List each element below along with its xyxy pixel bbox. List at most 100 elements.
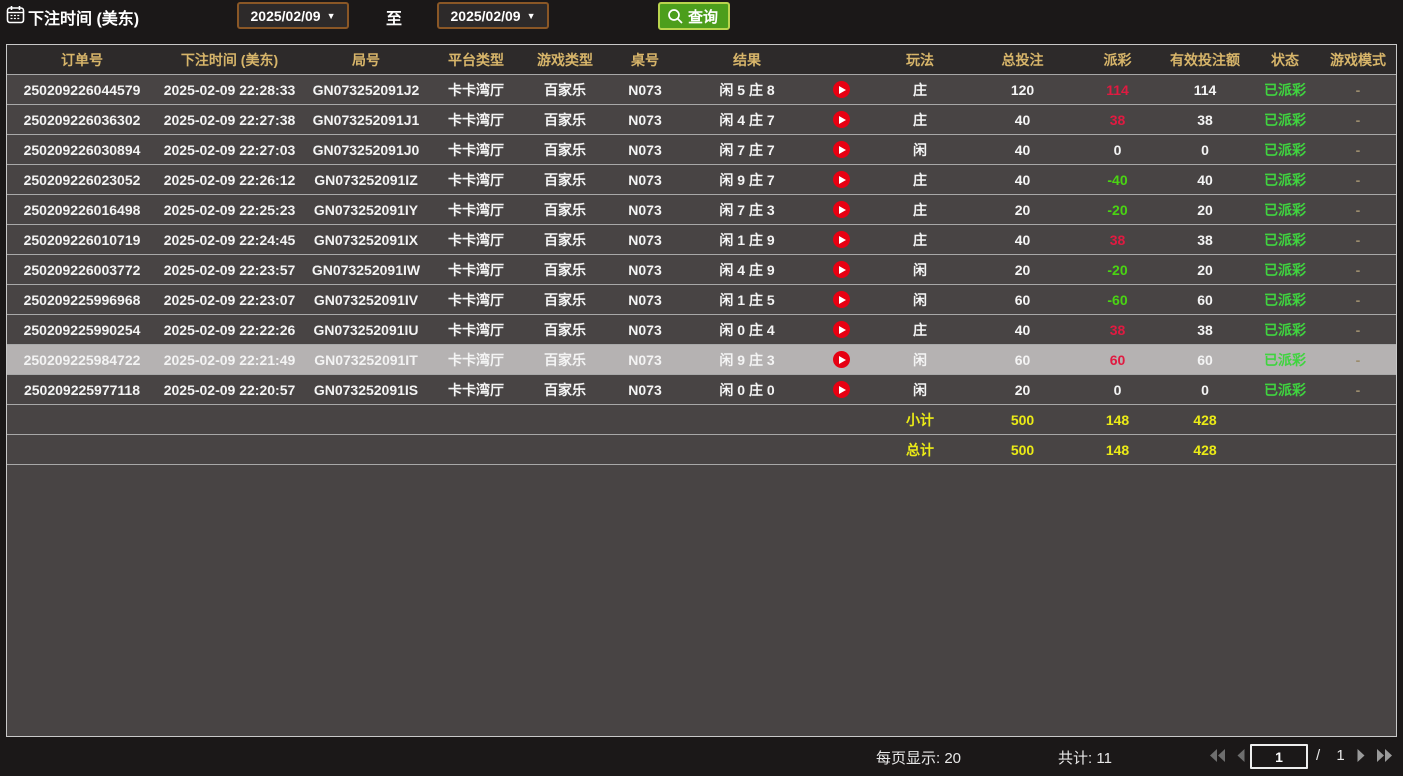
table-row[interactable]: 250209225990254 2025-02-09 22:22:26 GN07… [7,315,1396,345]
dropdown-arrow-icon: ▼ [326,10,336,21]
game-number: GN073252091IX [313,231,419,248]
payout: -20 [1107,261,1128,278]
play-icon[interactable] [832,351,850,369]
play-icon[interactable] [832,201,850,219]
valid-bet: 38 [1197,231,1213,248]
game-number: GN073252091J0 [312,141,420,158]
play-icon[interactable] [832,81,850,99]
table-row[interactable]: 250209226030894 2025-02-09 22:27:03 GN07… [7,135,1396,165]
table-row[interactable]: 250209226044579 2025-02-09 22:28:33 GN07… [7,75,1396,105]
platform-type: 卡卡湾厅 [448,231,504,248]
date-to-select[interactable]: 2025/02/09 ▼ [437,2,549,29]
game-type: 百家乐 [544,231,586,248]
header-cell: 派彩 [1103,51,1132,68]
total-bet: 40 [1014,231,1031,248]
toolbar: 下注时间 (美东) 2025/02/09 ▼ 至 2025/02/09 ▼ 查询 [0,0,1403,44]
valid-bet: 38 [1197,111,1213,128]
game-mode: - [1355,381,1361,398]
total-bet: 20 [1014,201,1031,218]
total-bet: 120 [1010,81,1035,98]
bet-time: 2025-02-09 22:27:38 [163,111,296,128]
table-number: N073 [628,231,662,248]
game-type: 百家乐 [544,111,586,128]
table-number: N073 [628,351,662,368]
table-number: N073 [628,141,662,158]
play-icon[interactable] [832,231,850,249]
table-row[interactable]: 250209226016498 2025-02-09 22:25:23 GN07… [7,195,1396,225]
order-number: 250209226023052 [23,171,141,188]
bet-records-table: 订单号 下注时间 (美东) 局号 平台类型 游戏类型 桌号 结果 玩法 总投注 派彩 有效投注额 状态… [6,44,1397,737]
payout: -60 [1107,291,1128,308]
subtotal-total-bet: 500 [1010,411,1035,428]
table-row[interactable]: 250209226010719 2025-02-09 22:24:45 GN07… [7,225,1396,255]
valid-bet: 0 [1201,381,1209,398]
game-type: 百家乐 [544,81,586,98]
table-number: N073 [628,261,662,278]
page-input[interactable] [1250,744,1308,769]
next-page-button[interactable] [1352,748,1370,763]
header-cell: 订单号 [61,51,103,68]
table-row[interactable]: 250209226023052 2025-02-09 22:26:12 GN07… [7,165,1396,195]
header-cell: 有效投注额 [1170,51,1240,68]
order-number: 250209226003772 [23,261,141,278]
status-badge: 已派彩 [1264,381,1306,398]
play-icon[interactable] [832,111,850,129]
bet-method: 庄 [913,81,927,98]
total-bet: 40 [1014,111,1031,128]
game-number: GN073252091IY [313,201,419,218]
order-number: 250209226010719 [23,231,141,248]
play-icon[interactable] [832,261,850,279]
prev-page-button[interactable] [1232,748,1250,763]
table-row[interactable]: 250209225996968 2025-02-09 22:23:07 GN07… [7,285,1396,315]
table-row[interactable]: 250209226036302 2025-02-09 22:27:38 GN07… [7,105,1396,135]
platform-type: 卡卡湾厅 [448,111,504,128]
table-number: N073 [628,321,662,338]
date-from-select[interactable]: 2025/02/09 ▼ [237,2,349,29]
bet-time: 2025-02-09 22:23:07 [163,291,296,308]
subtotal-valid-bet: 428 [1193,411,1217,428]
payout: 38 [1109,111,1126,128]
game-result: 闲 7 庄 3 [719,201,775,218]
platform-type: 卡卡湾厅 [448,171,504,188]
game-result: 闲 9 庄 7 [719,171,775,188]
game-type: 百家乐 [544,171,586,188]
play-icon[interactable] [832,141,850,159]
last-page-button[interactable] [1376,748,1394,763]
table-body: 250209226044579 2025-02-09 22:28:33 GN07… [7,75,1396,405]
game-result: 闲 7 庄 7 [719,141,775,158]
status-badge: 已派彩 [1264,141,1306,158]
platform-type: 卡卡湾厅 [448,381,504,398]
bet-method: 庄 [913,231,927,248]
header-cell: 状态 [1271,51,1299,68]
play-icon[interactable] [832,381,850,399]
header-cell: 桌号 [631,51,659,68]
valid-bet: 114 [1193,81,1217,98]
payout: 38 [1109,321,1126,338]
status-badge: 已派彩 [1264,321,1306,338]
platform-type: 卡卡湾厅 [448,141,504,158]
play-icon[interactable] [832,291,850,309]
search-button-label: 查询 [688,8,719,26]
valid-bet: 20 [1197,261,1213,278]
valid-bet: 40 [1197,171,1213,188]
game-type: 百家乐 [544,351,586,368]
page-count-label: / 1 [1316,747,1351,764]
total-bet: 40 [1014,321,1031,338]
table-row[interactable]: 250209226003772 2025-02-09 22:23:57 GN07… [7,255,1396,285]
game-number: GN073252091IW [311,261,421,278]
status-badge: 已派彩 [1264,171,1306,188]
play-icon[interactable] [832,321,850,339]
table-row[interactable]: 250209225977118 2025-02-09 22:20:57 GN07… [7,375,1396,405]
status-badge: 已派彩 [1264,201,1306,218]
table-row[interactable]: 250209225984722 2025-02-09 22:21:49 GN07… [7,345,1396,375]
first-page-button[interactable] [1208,748,1226,763]
date-to-value: 2025/02/09 [450,7,521,24]
search-button[interactable]: 查询 [658,2,731,30]
replay-cell [812,351,870,369]
play-icon[interactable] [832,171,850,189]
game-result: 闲 4 庄 9 [719,261,775,278]
replay-cell [812,201,870,219]
game-number: GN073252091IU [313,321,419,338]
game-number: GN073252091IV [313,291,419,308]
game-result: 闲 0 庄 0 [719,381,775,398]
